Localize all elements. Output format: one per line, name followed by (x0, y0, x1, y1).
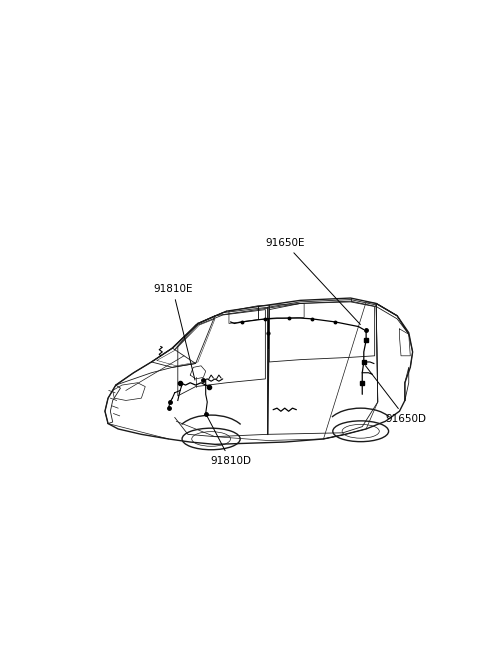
Text: 91810D: 91810D (207, 416, 251, 466)
Text: 91810E: 91810E (153, 284, 195, 380)
Text: 91650D: 91650D (365, 365, 427, 424)
Text: 91650E: 91650E (265, 238, 360, 324)
